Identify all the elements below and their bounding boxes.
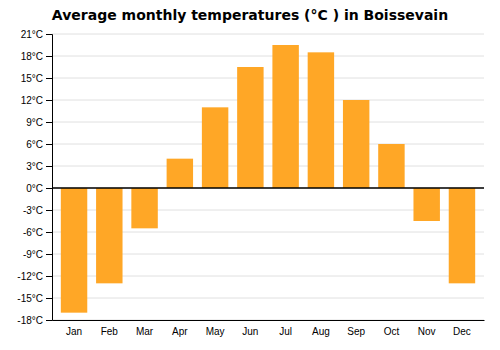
- x-tick-label: Aug: [312, 326, 330, 337]
- x-tick-label: Oct: [384, 326, 400, 337]
- grid-line: [52, 166, 484, 167]
- y-tick: 0°C: [26, 183, 52, 194]
- y-tick-label: 3°C: [26, 161, 43, 172]
- y-tick-label: 12°C: [21, 95, 43, 106]
- zero-line: [52, 187, 484, 189]
- y-tick-mark: [46, 166, 52, 167]
- x-tick: May: [206, 326, 225, 337]
- y-tick: -6°C: [23, 227, 52, 238]
- grid-line: [52, 34, 484, 35]
- bar: [202, 107, 228, 188]
- bar: [343, 100, 369, 188]
- bar: [308, 52, 334, 188]
- grid-line: [52, 298, 484, 299]
- y-axis-line: [46, 35, 53, 321]
- y-tick-mark: [46, 232, 52, 233]
- y-tick-mark: [46, 210, 52, 211]
- y-tick-mark: [46, 122, 52, 123]
- y-tick-mark: [46, 144, 52, 145]
- y-tick-label: 15°C: [21, 73, 43, 84]
- x-tick-label: Nov: [418, 326, 436, 337]
- y-tick: -12°C: [17, 271, 52, 282]
- y-tick-mark: [46, 56, 52, 57]
- grid: [52, 34, 484, 320]
- y-tick: -3°C: [23, 205, 52, 216]
- y-tick-label: -18°C: [17, 315, 43, 326]
- x-tick-label: Sep: [347, 326, 365, 337]
- y-tick: -18°C: [17, 315, 52, 326]
- y-tick-label: 9°C: [26, 117, 43, 128]
- bars: [61, 45, 475, 313]
- y-tick-mark: [46, 188, 52, 189]
- y-tick: 6°C: [26, 139, 52, 150]
- plot: -18°C -15°C -12°C -9°C -6°C -3°C 0°C 3°C 6°C 9°C 1…: [17, 29, 484, 337]
- chart: Average monthly temperatures (°C ) in Bo…: [0, 0, 500, 350]
- x-tick: Apr: [172, 326, 188, 337]
- x-tick: Dec: [453, 326, 471, 337]
- y-tick-mark: [46, 100, 52, 101]
- bar: [167, 159, 193, 188]
- bar: [237, 67, 263, 188]
- x-tick: Mar: [136, 326, 154, 337]
- y-tick: 18°C: [21, 51, 52, 62]
- y-tick-label: 6°C: [26, 139, 43, 150]
- x-tick-label: Jun: [242, 326, 258, 337]
- y-tick-label: -12°C: [17, 271, 43, 282]
- x-tick: Oct: [384, 326, 400, 337]
- x-tick-label: Jul: [279, 326, 292, 337]
- x-tick-label: Feb: [101, 326, 119, 337]
- bar: [131, 188, 157, 228]
- x-tick-label: Jan: [66, 326, 82, 337]
- x-tick-label: May: [206, 326, 225, 337]
- x-tick: Jan: [66, 326, 82, 337]
- x-tick: Jul: [279, 326, 292, 337]
- y-tick: -9°C: [23, 249, 52, 260]
- y-tick-label: -6°C: [23, 227, 43, 238]
- grid-line: [52, 78, 484, 79]
- x-tick: Jun: [242, 326, 258, 337]
- title: Average monthly temperatures (°C ) in Bo…: [52, 7, 448, 23]
- y-tick-mark: [46, 78, 52, 79]
- x-axis-line: [53, 320, 485, 321]
- bar: [413, 188, 439, 221]
- grid-line: [52, 188, 484, 189]
- x-axis: Jan Feb Mar Apr May Jun Jul Aug Sep Oct Nov Dec: [53, 321, 485, 338]
- x-tick: Feb: [101, 326, 119, 337]
- grid-line: [52, 320, 484, 321]
- y-tick-label: 21°C: [21, 29, 43, 40]
- y-tick: 12°C: [21, 95, 52, 106]
- y-tick-label: 0°C: [26, 183, 43, 194]
- y-tick-mark: [46, 320, 52, 321]
- bar: [378, 144, 404, 188]
- y-tick: 15°C: [21, 73, 52, 84]
- x-tick-label: Apr: [172, 326, 188, 337]
- y-tick: 9°C: [26, 117, 52, 128]
- y-tick: -15°C: [17, 293, 52, 304]
- grid-line: [52, 122, 484, 123]
- bar: [272, 45, 298, 188]
- y-tick-mark: [46, 254, 52, 255]
- x-tick: Nov: [418, 326, 436, 337]
- y-tick-mark: [46, 34, 52, 35]
- bar: [96, 188, 122, 283]
- y-tick-label: -3°C: [23, 205, 43, 216]
- bar: [449, 188, 475, 283]
- y-tick-label: -15°C: [17, 293, 43, 304]
- y-tick: 3°C: [26, 161, 52, 172]
- x-tick-label: Dec: [453, 326, 471, 337]
- y-tick-label: 18°C: [21, 51, 43, 62]
- y-axis: -18°C -15°C -12°C -9°C -6°C -3°C 0°C 3°C 6°C 9°C 1…: [17, 29, 52, 326]
- y-tick-mark: [46, 276, 52, 277]
- x-tick: Sep: [347, 326, 365, 337]
- bar: [61, 188, 87, 313]
- grid-line: [52, 144, 484, 145]
- grid-line: [52, 100, 484, 101]
- grid-line: [52, 56, 484, 57]
- y-tick-mark: [46, 298, 52, 299]
- x-tick: Aug: [312, 326, 330, 337]
- y-tick-label: -9°C: [23, 249, 43, 260]
- y-tick: 21°C: [21, 29, 52, 40]
- x-tick-label: Mar: [136, 326, 154, 337]
